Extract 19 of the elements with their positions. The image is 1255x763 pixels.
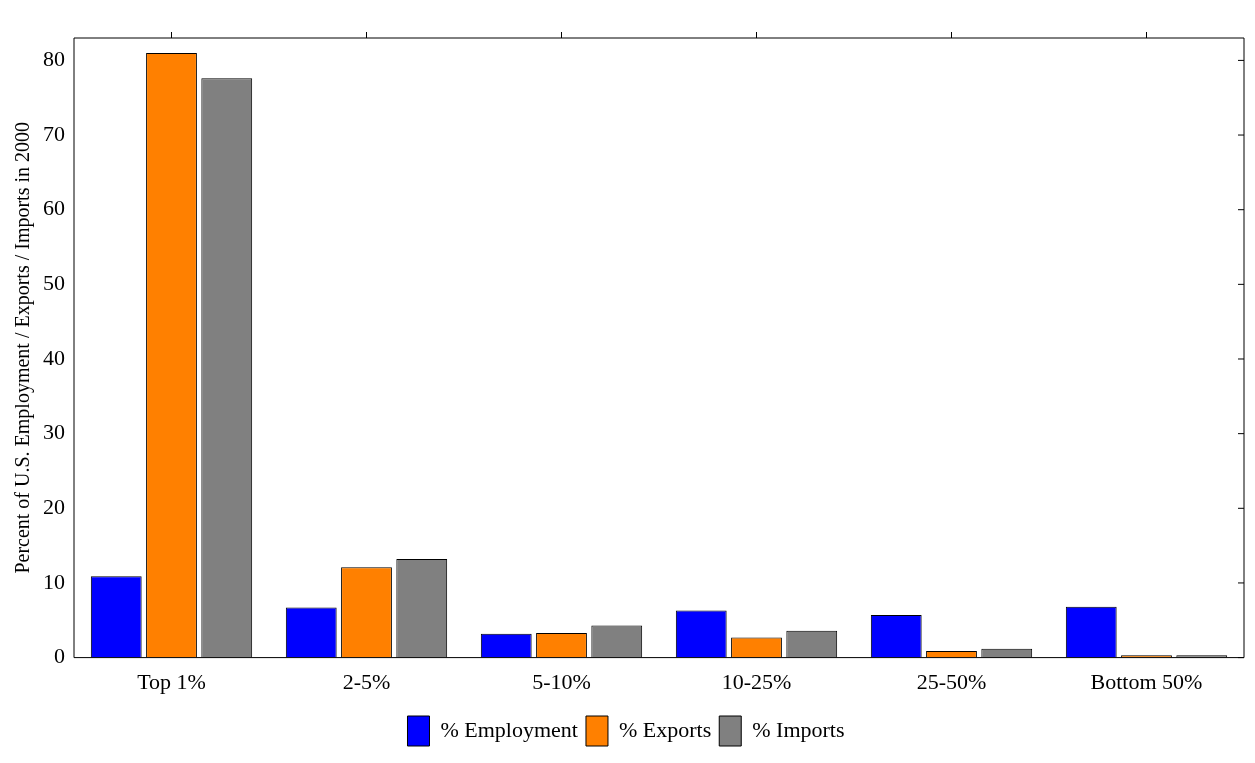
x-tick-label: 2-5% xyxy=(342,668,391,694)
y-axis-title: Percent of U.S. Employment / Exports / Imports in 2000 xyxy=(11,121,35,574)
x-tick-label: 25-50% xyxy=(916,668,987,694)
y-tick-label: 30 xyxy=(43,419,65,445)
y-tick-label: 0 xyxy=(54,643,65,669)
x-tick-label: Top 1% xyxy=(137,668,206,694)
y-tick-label: 80 xyxy=(43,46,65,72)
legend-label: % Exports xyxy=(618,716,712,742)
legend-label: % Imports xyxy=(752,716,845,742)
x-tick-label: Bottom 50% xyxy=(1090,668,1203,694)
y-tick-label: 20 xyxy=(43,494,65,520)
x-tick-label: 10-25% xyxy=(721,668,792,694)
y-tick-label: 50 xyxy=(43,270,65,296)
y-tick-label: 60 xyxy=(43,195,65,221)
y-tick-label: 70 xyxy=(43,120,65,146)
y-tick-label: 10 xyxy=(43,568,65,594)
y-tick-label: 40 xyxy=(43,344,65,370)
legend-label: % Employment xyxy=(440,716,578,742)
x-tick-label: 5-10% xyxy=(532,668,591,694)
